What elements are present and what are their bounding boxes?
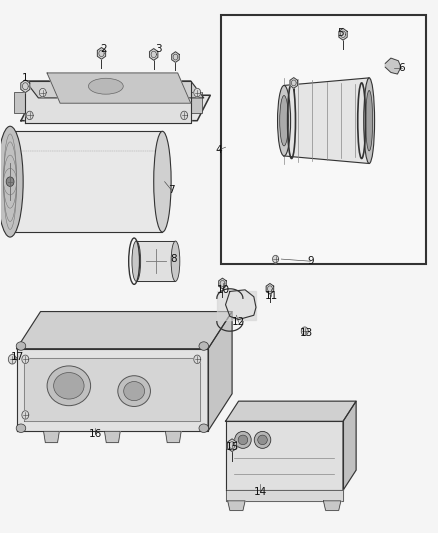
Ellipse shape: [118, 376, 150, 407]
Polygon shape: [385, 58, 401, 74]
Ellipse shape: [199, 424, 208, 432]
Ellipse shape: [88, 78, 123, 94]
Ellipse shape: [16, 342, 26, 350]
Ellipse shape: [47, 366, 91, 406]
Ellipse shape: [6, 177, 14, 187]
Text: 9: 9: [307, 256, 314, 266]
Polygon shape: [323, 501, 341, 511]
Text: 11: 11: [265, 290, 278, 301]
Polygon shape: [39, 88, 46, 97]
Text: 2: 2: [100, 44, 107, 54]
Bar: [191, 92, 201, 113]
Polygon shape: [10, 131, 162, 232]
Ellipse shape: [238, 435, 248, 445]
Ellipse shape: [366, 91, 373, 151]
Polygon shape: [17, 349, 208, 431]
Polygon shape: [136, 241, 176, 281]
Ellipse shape: [278, 85, 290, 156]
Bar: [14, 92, 25, 113]
Polygon shape: [17, 312, 232, 349]
Polygon shape: [25, 358, 200, 421]
Polygon shape: [194, 355, 201, 364]
Text: 4: 4: [215, 145, 223, 155]
Ellipse shape: [258, 435, 267, 445]
Polygon shape: [166, 431, 181, 442]
Polygon shape: [343, 401, 356, 490]
Text: 7: 7: [168, 184, 174, 195]
Polygon shape: [226, 421, 343, 490]
Polygon shape: [194, 88, 201, 97]
Text: 8: 8: [170, 254, 177, 263]
Polygon shape: [25, 81, 204, 98]
Polygon shape: [8, 354, 16, 364]
Text: 12: 12: [232, 317, 245, 327]
Polygon shape: [219, 278, 226, 289]
Text: 14: 14: [254, 487, 267, 497]
Polygon shape: [228, 501, 245, 511]
Text: 6: 6: [399, 63, 405, 72]
Ellipse shape: [16, 424, 26, 432]
Polygon shape: [226, 490, 343, 501]
Text: 15: 15: [226, 442, 239, 452]
Text: 16: 16: [88, 429, 102, 439]
Polygon shape: [21, 80, 30, 93]
Ellipse shape: [364, 78, 374, 164]
Text: 10: 10: [217, 285, 230, 295]
Text: 13: 13: [300, 328, 313, 338]
Polygon shape: [25, 81, 191, 123]
Polygon shape: [208, 312, 232, 431]
Text: 1: 1: [22, 73, 28, 83]
Ellipse shape: [132, 241, 141, 281]
Polygon shape: [284, 78, 369, 164]
Polygon shape: [290, 78, 297, 88]
Polygon shape: [181, 111, 187, 119]
Polygon shape: [172, 52, 179, 62]
Polygon shape: [149, 49, 158, 60]
Text: 17: 17: [11, 352, 25, 361]
Polygon shape: [26, 111, 33, 119]
Polygon shape: [22, 355, 29, 364]
Polygon shape: [105, 431, 120, 442]
Polygon shape: [217, 292, 256, 319]
Ellipse shape: [0, 126, 23, 237]
Ellipse shape: [154, 131, 171, 232]
Polygon shape: [227, 439, 237, 451]
Polygon shape: [97, 47, 106, 59]
Polygon shape: [44, 431, 59, 442]
Ellipse shape: [280, 95, 288, 146]
Polygon shape: [339, 28, 347, 40]
Ellipse shape: [235, 431, 251, 448]
Text: 5: 5: [338, 28, 344, 38]
Polygon shape: [266, 284, 274, 294]
Polygon shape: [21, 95, 210, 120]
Ellipse shape: [199, 342, 208, 350]
Polygon shape: [47, 73, 191, 103]
Ellipse shape: [124, 382, 145, 401]
Ellipse shape: [171, 241, 180, 281]
Polygon shape: [272, 255, 279, 263]
Polygon shape: [226, 401, 356, 421]
Text: 3: 3: [155, 44, 161, 54]
Ellipse shape: [53, 373, 84, 399]
Bar: [221, 14, 426, 264]
Ellipse shape: [254, 431, 271, 448]
Polygon shape: [301, 327, 308, 335]
Polygon shape: [22, 411, 29, 419]
